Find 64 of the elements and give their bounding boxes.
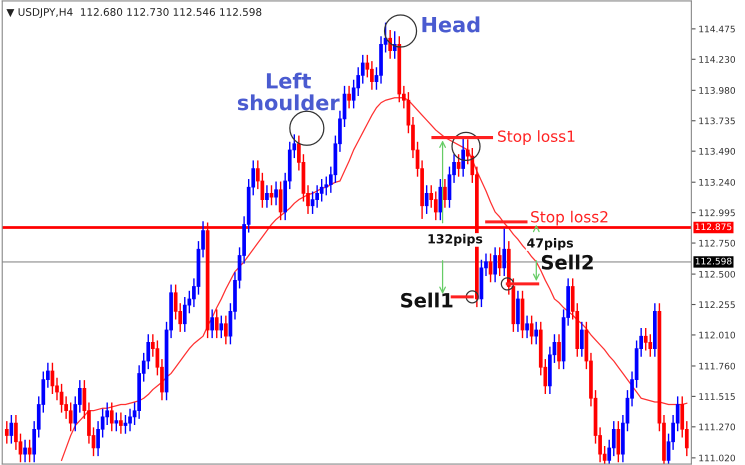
candlestick (10, 414, 14, 444)
candlestick (525, 316, 529, 338)
annotation: Stop loss1 (498, 130, 574, 145)
y-tick-label: 112.750 (699, 240, 736, 247)
candlestick (214, 309, 219, 338)
y-tick-label: 113.980 (699, 87, 736, 94)
candlestick (648, 334, 652, 357)
candlestick (443, 179, 447, 208)
candlestick (4, 421, 9, 444)
candlestick (644, 328, 648, 351)
candlestick (28, 440, 32, 462)
y-tick-label: 111.270 (699, 424, 736, 430)
y-tick-label: 113.240 (699, 178, 736, 186)
candlestick (434, 191, 438, 220)
candlestick (557, 334, 561, 370)
candlestick (493, 247, 497, 282)
candlestick (320, 179, 324, 202)
candlestick (23, 440, 27, 462)
candlestick (530, 316, 534, 344)
annotation: 132pips (428, 234, 482, 246)
candlestick (456, 154, 460, 177)
candlestick (534, 322, 538, 344)
candlestick (278, 182, 282, 220)
candlestick (502, 228, 506, 276)
y-tick-label: 112.500 (699, 270, 736, 278)
text: ▼ USDJPY,H4 112.680 112.730 112.546 112.598 (6, 8, 262, 18)
y-tick-label: 111.020 (699, 454, 736, 462)
y-tick-label: 114.475 (699, 26, 735, 32)
candlestick (219, 316, 224, 338)
annotation: Head (422, 16, 480, 32)
y-tick-label: 112.255 (699, 301, 735, 308)
candlestick (68, 402, 73, 432)
candlestick (612, 421, 616, 456)
ref-line-label: 112.875 (696, 223, 732, 230)
annotation: 47pips (527, 238, 574, 250)
candlestick (347, 86, 351, 108)
candlestick (182, 296, 187, 332)
y-tick-label: 114.230 (699, 56, 736, 63)
candlestick (274, 182, 278, 206)
candlestick (270, 185, 274, 206)
candlestick (498, 247, 502, 276)
y-tick-label: 111.760 (699, 362, 736, 370)
y-tick-label: 112.995 (699, 209, 735, 216)
candlestick (224, 316, 228, 344)
candlestick (424, 185, 429, 214)
annotation: Stop loss2 (531, 210, 608, 226)
candlestick (210, 309, 214, 338)
y-tick-label: 111.515 (699, 393, 735, 400)
y-tick-label: 113.735 (699, 117, 735, 124)
candlestick (265, 185, 269, 208)
candlestick (580, 322, 584, 357)
annotation: Left shoulder (238, 72, 340, 110)
y-tick-label: 112.010 (699, 332, 736, 338)
ref-line-label: 112.598 (696, 258, 732, 265)
candlestick (110, 402, 114, 432)
y-tick-label: 113.490 (699, 148, 736, 155)
candlestick (114, 412, 118, 432)
candlestick (360, 54, 365, 84)
candlestick (105, 402, 110, 426)
annotation: Sell1 (401, 292, 452, 308)
candlestick (324, 176, 328, 196)
annotation: Sell2 (542, 254, 593, 270)
candlestick (488, 254, 492, 282)
candlestick (119, 412, 123, 434)
